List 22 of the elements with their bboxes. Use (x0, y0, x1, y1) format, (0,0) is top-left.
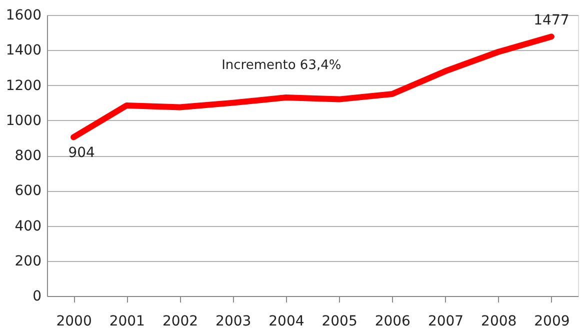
x-tick-label: 2002 (162, 314, 198, 330)
data-label: 904 (68, 145, 95, 162)
x-tick-label: 2000 (56, 314, 92, 330)
y-tick-label: 1400 (6, 42, 42, 59)
y-tick-label: 600 (14, 183, 42, 200)
x-tick-label: 2001 (109, 314, 145, 330)
x-tick-label: 2003 (216, 314, 252, 330)
y-tick-label: 200 (14, 253, 42, 270)
y-tick-label: 1000 (6, 112, 42, 129)
x-tick-label: 2007 (428, 314, 464, 330)
x-tick-label: 2009 (534, 314, 570, 330)
y-tick-label: 400 (14, 218, 42, 234)
x-tick-label: 2005 (322, 314, 358, 330)
x-tick-label: 2008 (481, 314, 517, 330)
y-tick-label: 1200 (6, 78, 42, 94)
y-tick-label: 1600 (6, 8, 42, 24)
data-label: 1477 (534, 12, 570, 29)
x-tick-label: 2006 (374, 314, 411, 330)
x-tick-label: 2004 (268, 314, 304, 330)
y-tick-label: 800 (14, 148, 42, 164)
y-tick-label: 0 (32, 288, 42, 304)
annotation: Incremento 63,4% (222, 58, 342, 73)
